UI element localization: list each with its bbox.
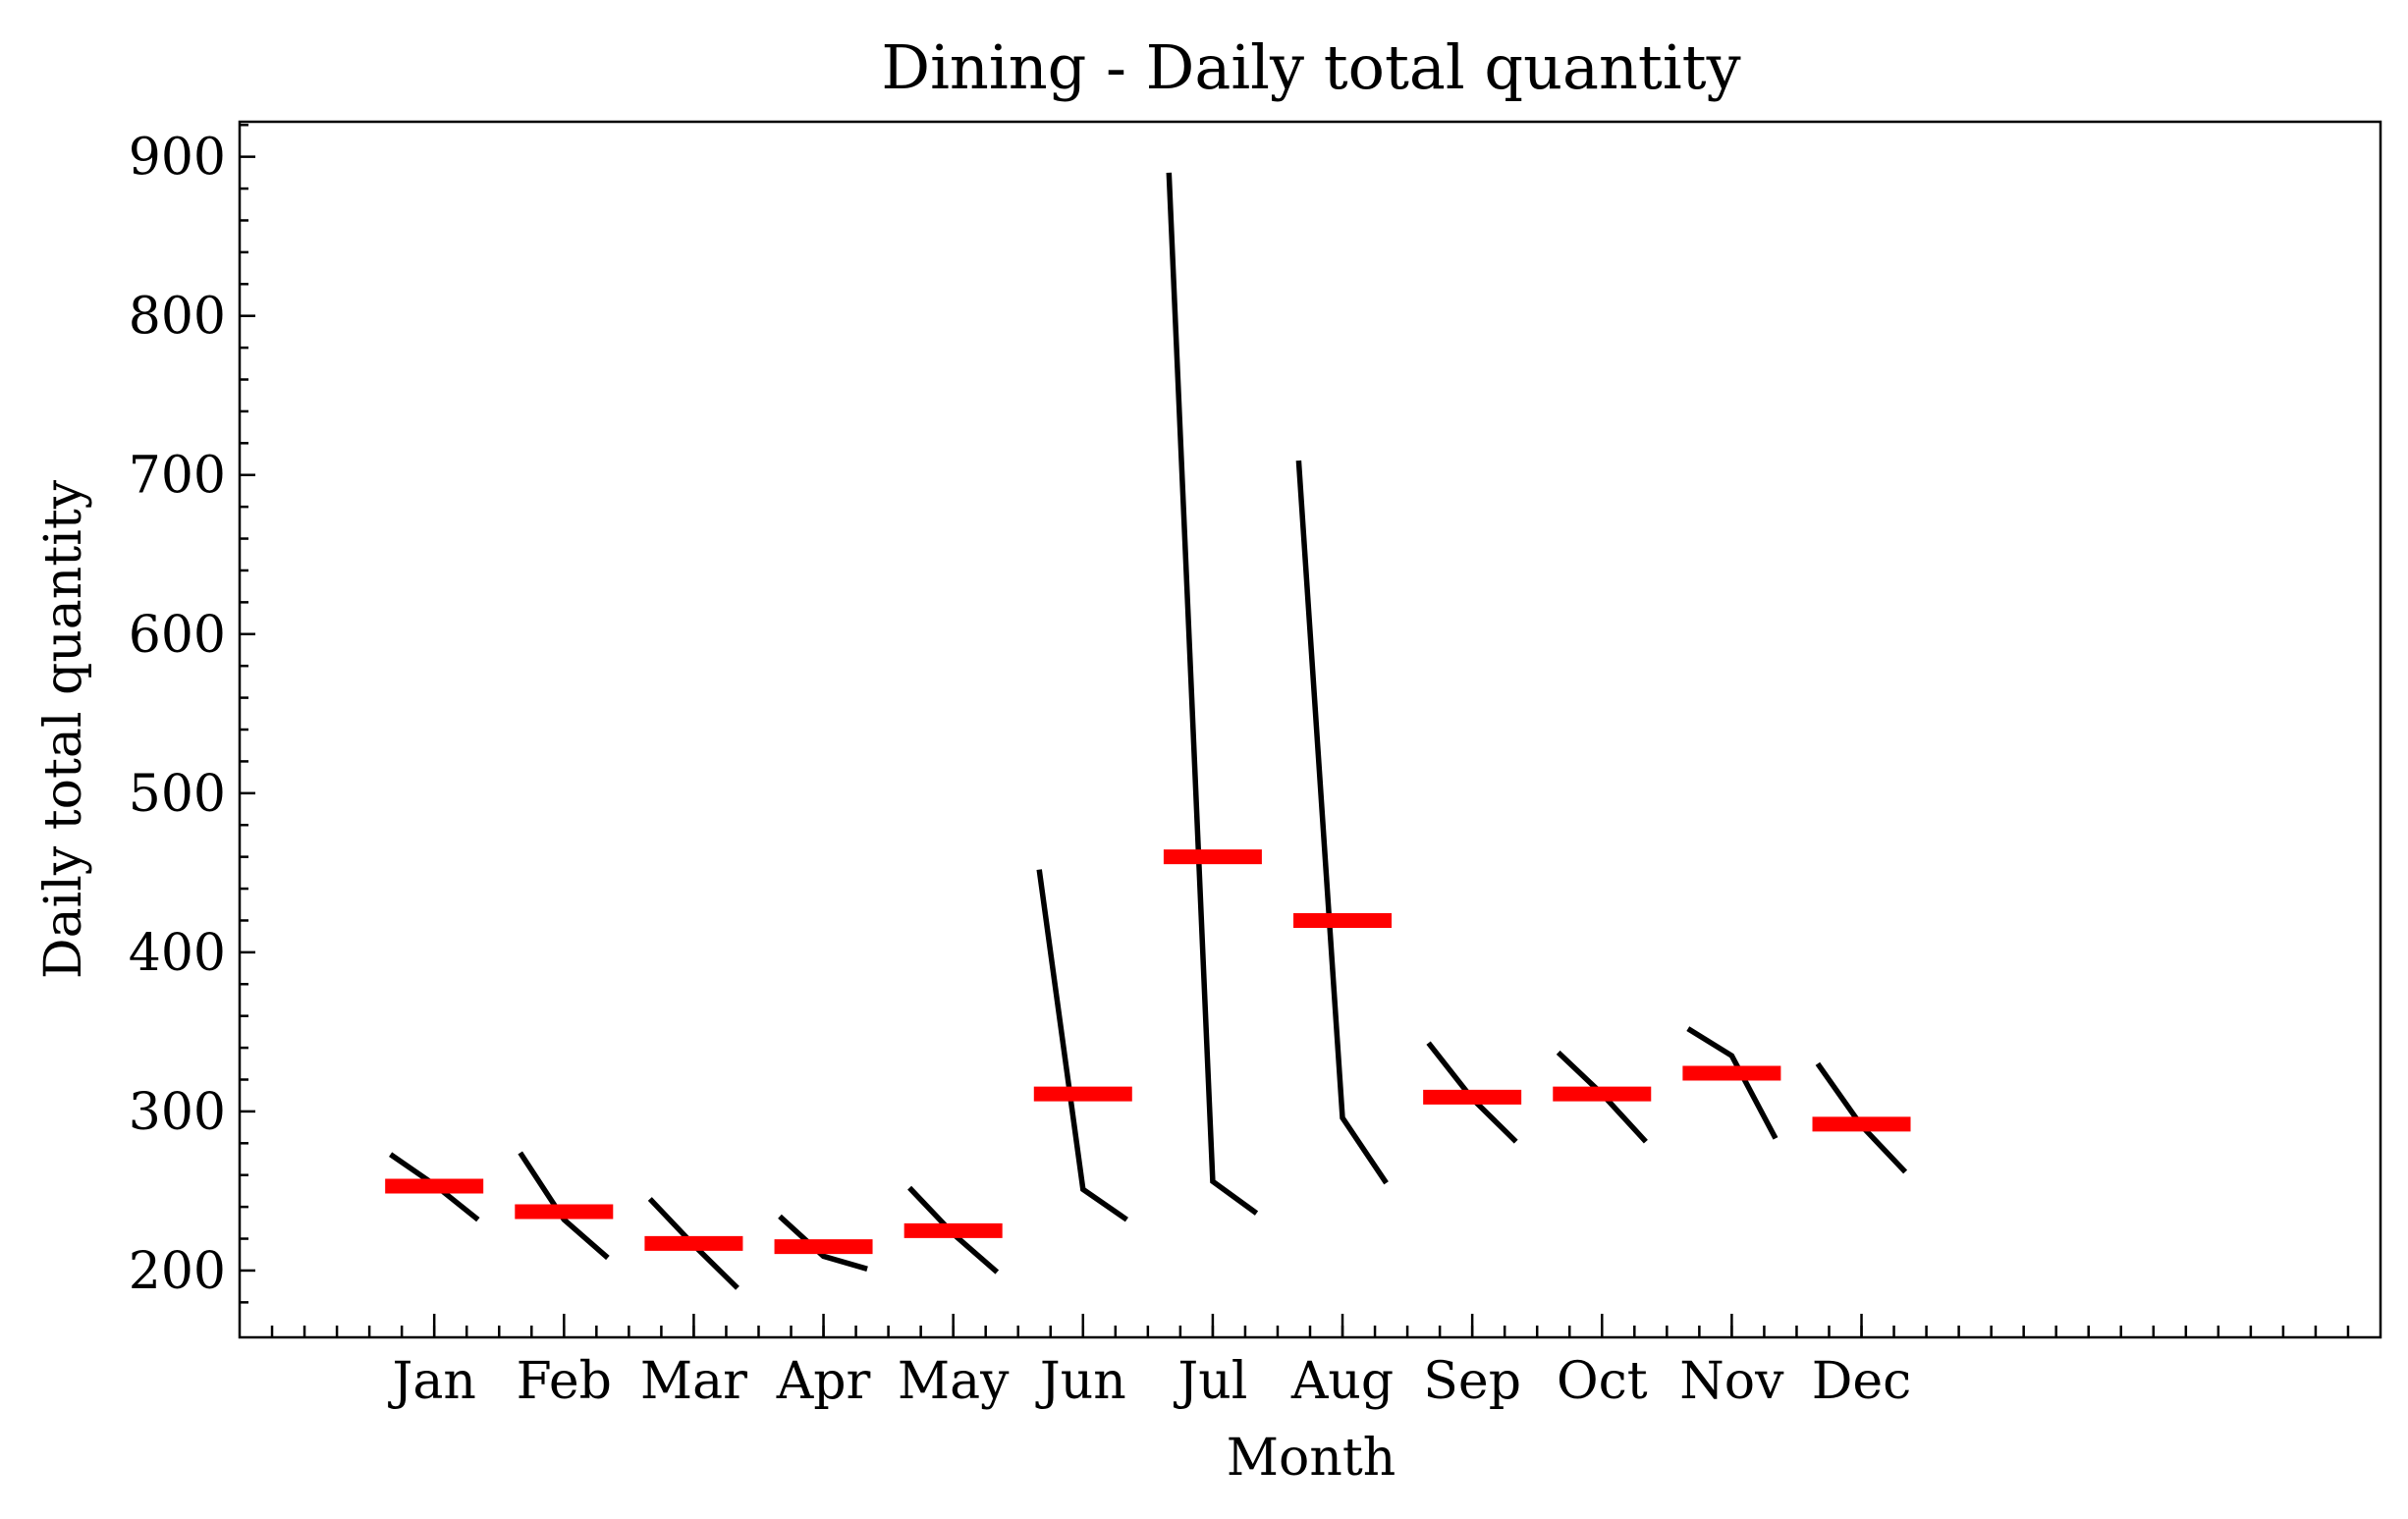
subseries-line-jun bbox=[1036, 869, 1128, 1222]
y-tick-label: 800 bbox=[129, 288, 226, 347]
x-tick-label-sep: Sep bbox=[1423, 1352, 1521, 1411]
x-axis: Jan Feb Mar Apr May Jun Jul Aug Sep Oct Nov Dec bbox=[270, 1314, 2350, 1411]
plot-frame bbox=[238, 120, 2382, 1339]
x-tick-label-feb: Feb bbox=[517, 1352, 612, 1411]
subseries-line-nov bbox=[1686, 1026, 1779, 1140]
y-axis: 200 300 400 500 600 700 800 900 bbox=[129, 123, 255, 1304]
y-tick-label: 900 bbox=[129, 129, 226, 188]
chart-title: Dining - Daily total quantity bbox=[881, 31, 1740, 103]
y-tick-label: 600 bbox=[129, 606, 226, 665]
x-tick-label-jul: Jul bbox=[1173, 1352, 1247, 1411]
x-tick-label-aug: Aug bbox=[1290, 1352, 1394, 1411]
subseries-line-apr bbox=[778, 1214, 868, 1272]
mean-bars bbox=[385, 849, 1911, 1255]
x-tick-label-jun: Jun bbox=[1035, 1352, 1126, 1411]
x-tick-label-apr: Apr bbox=[776, 1352, 871, 1411]
y-axis-label: Daily total quantity bbox=[34, 479, 93, 979]
y-tick-label: 200 bbox=[129, 1242, 226, 1301]
subseries-line-aug bbox=[1295, 460, 1389, 1185]
x-tick-label-nov: Nov bbox=[1679, 1352, 1784, 1411]
x-axis-label: Month bbox=[1227, 1429, 1396, 1488]
subseries-line-jul bbox=[1166, 172, 1259, 1216]
y-tick-label: 300 bbox=[129, 1083, 226, 1142]
y-tick-label: 500 bbox=[129, 765, 226, 824]
x-tick-label-mar: Mar bbox=[640, 1352, 747, 1411]
y-tick-label: 700 bbox=[129, 447, 226, 506]
x-tick-label-may: May bbox=[898, 1352, 1010, 1411]
x-tick-label-jan: Jan bbox=[388, 1352, 476, 1411]
y-tick-label: 400 bbox=[129, 924, 226, 983]
subseries-line-feb bbox=[518, 1151, 610, 1261]
x-tick-label-oct: Oct bbox=[1557, 1352, 1648, 1411]
x-tick-label-dec: Dec bbox=[1812, 1352, 1912, 1411]
subseries-lines bbox=[389, 172, 1908, 1290]
